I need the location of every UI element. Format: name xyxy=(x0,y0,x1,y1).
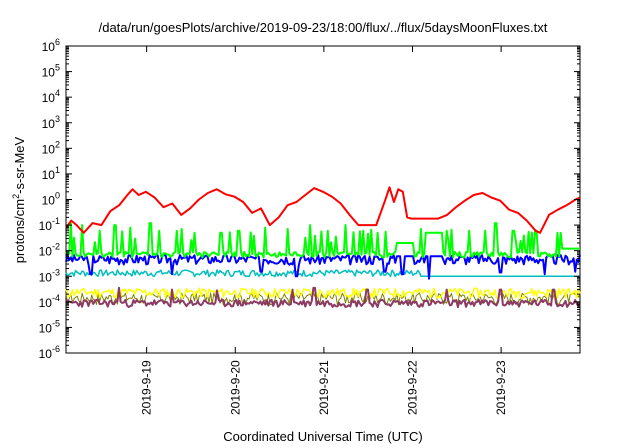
y-tick-label: 10-6 xyxy=(39,344,60,361)
series-line-6 xyxy=(65,286,581,309)
x-tick-label: 2019-9-19 xyxy=(140,360,154,415)
y-tick-label: 100 xyxy=(42,191,60,208)
y-tick-label: 103 xyxy=(42,114,60,131)
x-axis-label: Coordinated Universal Time (UTC) xyxy=(223,429,422,444)
series-line-0 xyxy=(65,186,581,234)
y-tick-label: 105 xyxy=(42,63,60,80)
y-tick-label: 10-5 xyxy=(39,318,60,335)
y-axis-label-prefix: protons/cm xyxy=(12,199,27,263)
y-axis-label: protons/cm2-s-sr-MeV xyxy=(11,136,27,263)
y-axis-ticks: 10-6 10-5 10-4 10-3 10-2 10-1 100 101 102 103 104 1… xyxy=(39,37,580,361)
x-tick-label: 2019-9-20 xyxy=(228,360,242,415)
x-tick-label: 2019-9-21 xyxy=(317,360,331,415)
y-tick-label: 104 xyxy=(42,88,60,105)
chart-title: /data/run/goesPlots/archive/2019-09-23/1… xyxy=(99,20,548,35)
y-tick-label: 10-1 xyxy=(39,216,60,233)
series-line-3 xyxy=(65,269,580,278)
plot-frame xyxy=(65,45,581,354)
series-layer xyxy=(65,186,581,309)
y-tick-label: 102 xyxy=(42,139,60,156)
y-tick-label: 10-4 xyxy=(39,293,60,310)
y-axis-label-sup: 2 xyxy=(11,194,21,199)
x-tick-label: 2019-9-23 xyxy=(494,360,508,415)
y-axis-label-suffix: -s-sr-MeV xyxy=(12,136,27,193)
y-tick-label: 10-3 xyxy=(39,267,60,284)
y-tick-label: 106 xyxy=(42,37,60,54)
y-tick-label: 10-2 xyxy=(39,242,60,259)
x-tick-label: 2019-9-22 xyxy=(406,360,420,415)
series-line-1 xyxy=(65,222,580,259)
series-line-4 xyxy=(65,287,581,299)
series-line-2 xyxy=(65,254,581,280)
x-axis-ticks: 2019-9-19 2019-9-20 2019-9-21 2019-9-22 2019… xyxy=(140,46,508,415)
y-tick-label: 101 xyxy=(42,165,60,182)
